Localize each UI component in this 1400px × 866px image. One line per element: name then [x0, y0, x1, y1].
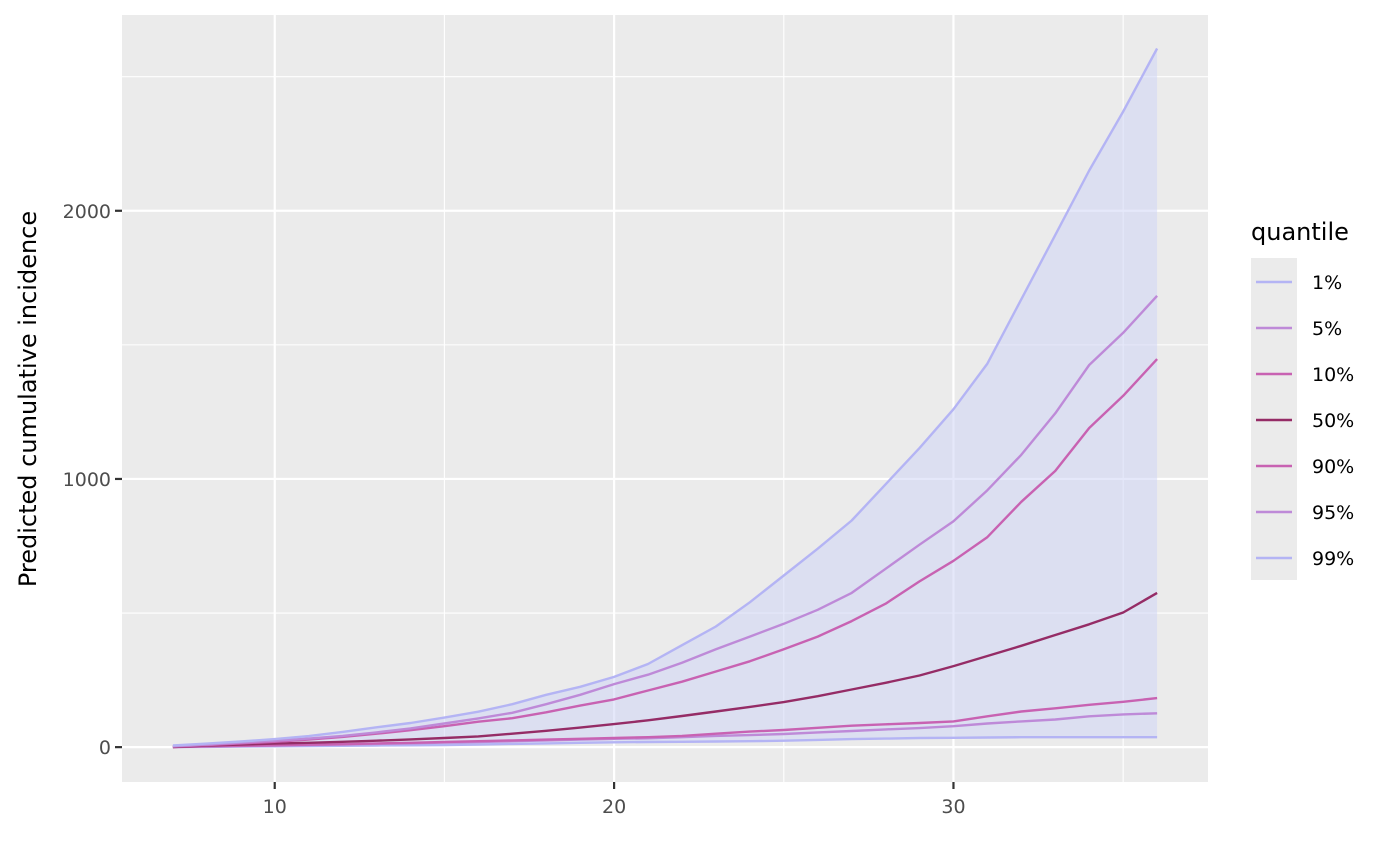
y-tick-label: 1000 [63, 469, 111, 491]
series-lines [172, 47, 1159, 749]
y-axis: 0 1000 2000 [63, 201, 122, 759]
x-axis: 10 20 30 [263, 782, 966, 818]
x-tick-label: 10 [263, 796, 287, 818]
legend-label: 50% [1312, 410, 1354, 432]
legend-label: 1% [1312, 272, 1342, 294]
series-line-95pct [172, 294, 1158, 748]
legend-label: 10% [1312, 364, 1354, 386]
legend-label: 90% [1312, 456, 1354, 478]
confidence-band [172, 48, 1158, 748]
x-tick-label: 30 [941, 796, 965, 818]
legend-label: 5% [1312, 318, 1342, 340]
legend-items: 1% 5% 10% 50% 90% 95% 99% [1256, 272, 1354, 570]
series-line-99pct [172, 47, 1159, 747]
series-line-1pct [172, 736, 1158, 749]
legend-label: 95% [1312, 502, 1354, 524]
y-tick-label: 2000 [63, 201, 111, 223]
legend-label: 99% [1312, 548, 1354, 570]
x-tick-label: 20 [602, 796, 626, 818]
y-tick-label: 0 [99, 737, 111, 759]
series-line-50pct [172, 591, 1158, 749]
series-line-10pct [172, 696, 1158, 749]
legend-title: quantile [1251, 218, 1349, 246]
y-axis-title: Predicted cumulative incidence [14, 211, 42, 587]
legend: quantile 1% 5% 10% 50% 90% 95% 99% [1251, 218, 1354, 580]
